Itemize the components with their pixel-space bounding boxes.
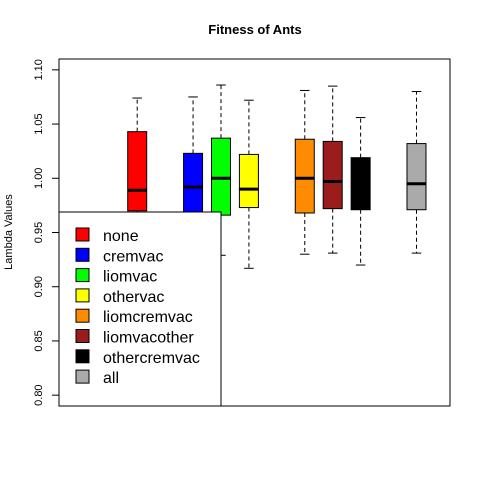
y-tick-label: 1.10 <box>33 59 45 80</box>
legend-label-none: none <box>103 228 139 245</box>
legend: none cremvac liomvac othervac liomcremvac lio… <box>58 211 222 407</box>
y-tick-label: 0.85 <box>33 330 45 351</box>
y-tick-label: 0.80 <box>33 384 45 405</box>
iqr-box <box>210 137 231 216</box>
box-liomvacother <box>322 85 343 254</box>
legend-swatch-none <box>75 227 90 242</box>
legend-swatch-liomvac <box>75 268 90 283</box>
legend-swatch-all <box>75 369 90 384</box>
legend-label-othervac: othervac <box>103 289 164 306</box>
legend-swatch-liomvacother <box>75 329 90 343</box>
box-none <box>127 97 148 261</box>
legend-label-othercremvac: othercremvac <box>103 350 200 367</box>
legend-label-cremvac: cremvac <box>103 248 163 265</box>
iqr-box <box>294 138 315 214</box>
box-liomcremvac <box>294 89 315 255</box>
chart-title: Fitness of Ants <box>208 22 301 37</box>
legend-swatch-othervac <box>75 288 90 303</box>
legend-swatch-othercremvac <box>75 349 90 364</box>
plot-frame <box>58 58 451 407</box>
iqr-box <box>406 143 427 211</box>
y-axis-label: Lambda Values <box>3 194 15 270</box>
box-othercremvac <box>350 117 371 266</box>
iqr-box <box>322 140 343 210</box>
box-all <box>406 91 427 254</box>
legend-swatch-liomcremvac <box>75 308 90 323</box>
legend-swatch-cremvac <box>75 247 90 262</box>
legend-label-liomcremvac: liomcremvac <box>103 309 193 326</box>
box-othervac <box>238 99 259 269</box>
legend-label-liomvacother: liomvacother <box>103 330 194 347</box>
iqr-box <box>127 131 148 212</box>
legend-label-liomvac: liomvac <box>103 269 157 286</box>
legend-label-all: all <box>103 370 119 387</box>
iqr-box <box>350 157 371 211</box>
y-tick-label: 1.05 <box>33 113 45 134</box>
y-tick-label: 0.90 <box>33 276 45 297</box>
y-tick-label: 0.95 <box>33 222 45 243</box>
iqr-box <box>238 153 259 209</box>
y-tick-label: 1.00 <box>33 168 45 189</box>
